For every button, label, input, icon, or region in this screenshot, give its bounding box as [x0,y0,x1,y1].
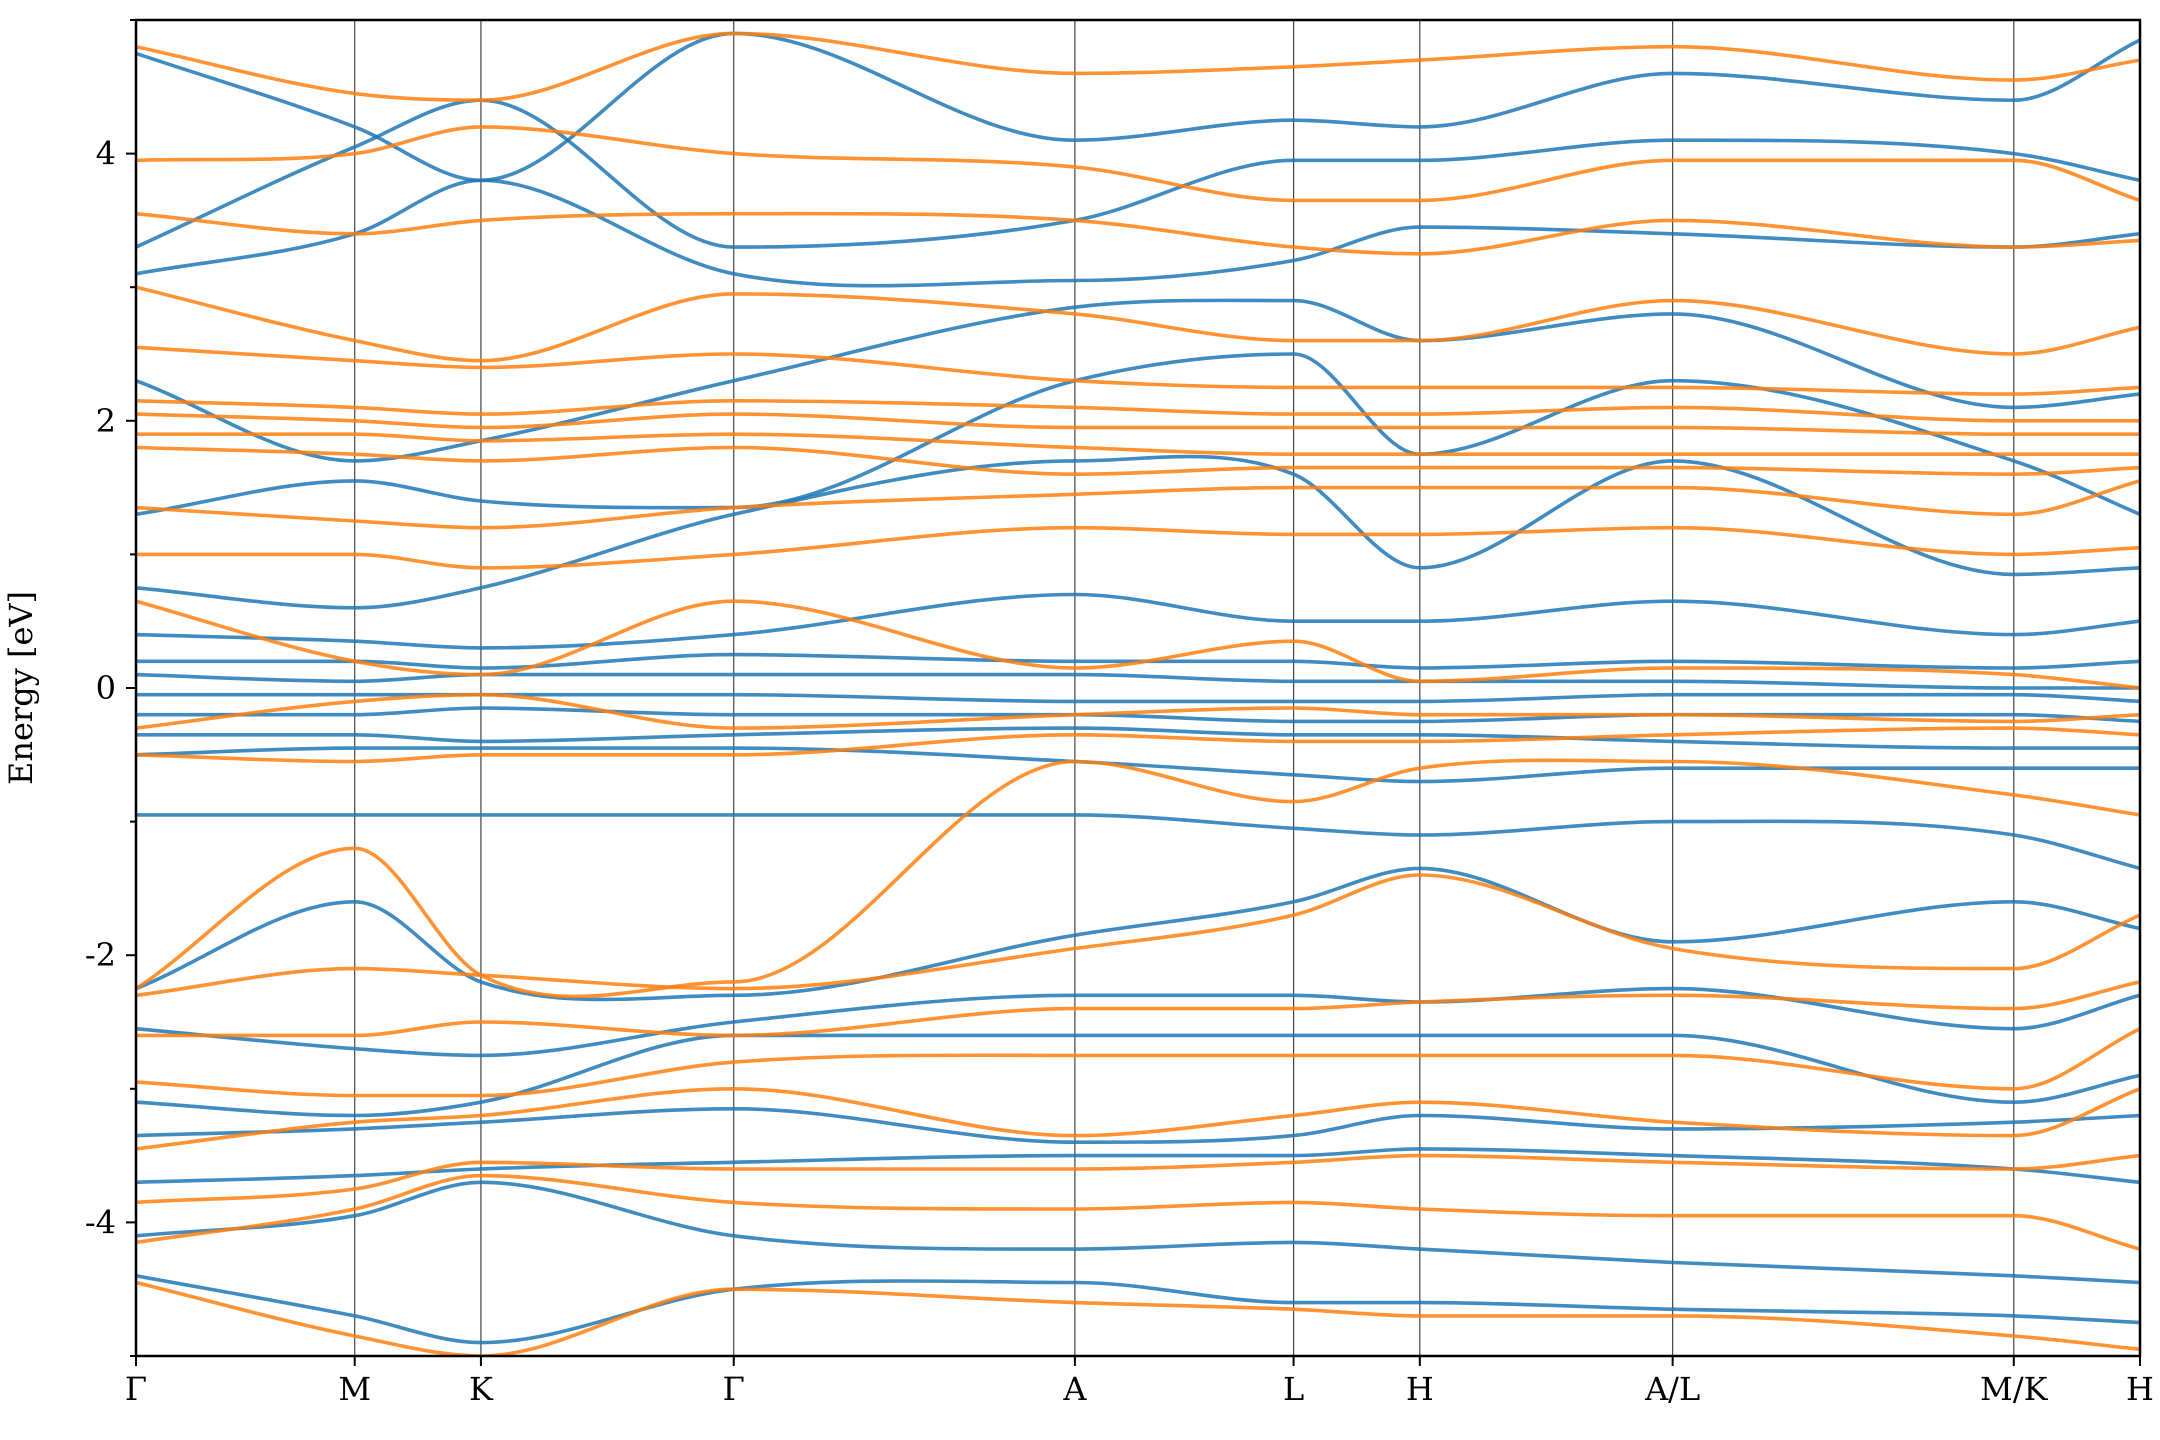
high-symmetry-lines [354,20,2015,1356]
band-line [136,599,2140,690]
band-line [136,813,2140,871]
band-line [136,986,2140,1058]
band-line [136,454,2140,610]
band-line [136,746,2140,784]
band-line [136,1087,2140,1151]
band-line [136,1180,2140,1285]
band-line [136,1153,2140,1205]
y-tick-label: -2 [85,936,116,974]
y-tick-label: 0 [96,669,116,707]
band-line [136,1147,2140,1185]
band-line [136,1274,2140,1345]
band-line [136,1107,2140,1145]
band-line [136,1173,2140,1251]
y-axis-title: Energy [eV] [2,591,40,785]
y-axis: -4 -2 0 2 4 [85,19,136,1357]
band-line [136,298,2140,463]
band-line [136,873,2140,998]
x-tick-label: A/L [1644,1370,1700,1408]
band-line [136,672,2140,690]
band-line [136,726,2140,764]
band-line [136,31,2140,102]
band-line [136,211,2140,256]
band-line [136,479,2140,530]
band-line [136,726,2140,750]
x-tick-label: L [1283,1370,1304,1408]
band-line [136,758,2140,999]
band-line [136,980,2140,1038]
x-tick-label: Γ [125,1370,147,1408]
x-tick-label: M [338,1370,371,1408]
band-line [136,285,2140,363]
band-line [136,345,2140,396]
x-tick-label: H [1406,1370,1434,1408]
band-curves [136,31,2140,1356]
band-line [136,706,2140,724]
y-tick-label: -4 [85,1203,116,1241]
x-tick-label: H [2126,1370,2154,1408]
band-line [136,652,2140,670]
band-line [136,412,2140,437]
band-line [136,445,2140,476]
band-line [136,352,2140,517]
band-series-1 [136,31,2140,1345]
x-tick-label: Γ [723,1370,745,1408]
band-line [136,98,2140,249]
band-line [136,31,2140,183]
x-tick-label: M/K [1980,1370,2049,1408]
band-series-2 [136,31,2140,1356]
band-line [136,125,2140,203]
band-line [136,178,2140,288]
band-line [136,866,2140,1002]
x-axis: Γ M K Γ A L H A/L M/K H [125,1356,2154,1408]
y-tick-label: 4 [96,135,116,173]
x-tick-label: K [469,1370,494,1408]
y-tick-label: 2 [96,402,116,440]
band-line [136,1027,2140,1098]
x-tick-label: A [1062,1370,1087,1408]
band-line [136,1280,2140,1356]
band-line [136,592,2140,650]
band-line [136,692,2140,730]
band-line [136,1033,2140,1118]
band-line [136,399,2140,423]
band-line [136,432,2140,457]
band-line [136,525,2140,570]
